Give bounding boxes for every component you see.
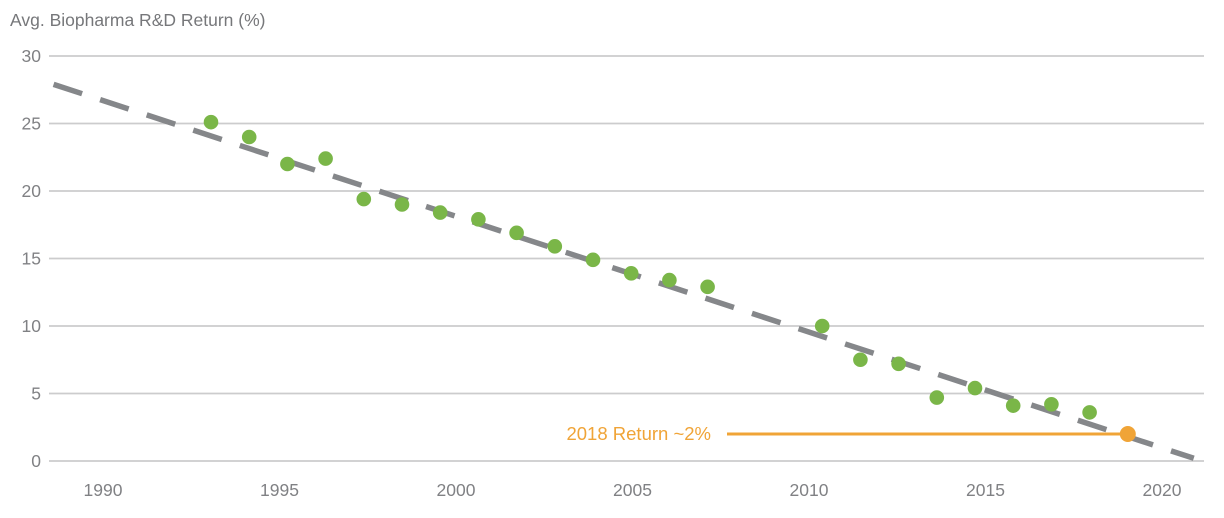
data-point-2012 (891, 356, 906, 372)
data-point-1995 (241, 129, 257, 145)
y-axis-tick-labels: 0 5 10 15 20 25 30 (22, 46, 42, 471)
data-point-1994 (203, 114, 219, 130)
data-point-1999 (394, 197, 410, 212)
data-point-2007 (700, 279, 715, 295)
y-tick-label-10: 10 (22, 316, 42, 336)
data-point-1998 (356, 191, 372, 207)
y-tick-label-5: 5 (31, 384, 41, 404)
trend-dashed-line (52, 81, 1195, 461)
data-point-2001 (471, 212, 486, 227)
x-tick-label-1990: 1990 (84, 480, 123, 500)
chart-title: Avg. Biopharma R&D Return (%) (10, 10, 265, 30)
x-tick-label-1995: 1995 (260, 480, 299, 500)
data-point-2005 (623, 266, 639, 281)
y-tick-label-20: 20 (22, 181, 42, 201)
data-point-1997 (318, 151, 333, 166)
x-tick-label-2000: 2000 (437, 480, 476, 500)
data-point-2003 (547, 239, 563, 254)
data-point-2014 (967, 380, 983, 396)
data-points (203, 114, 1136, 442)
data-point-2017 (1082, 405, 1097, 420)
data-point-2004 (585, 252, 601, 268)
y-tick-label-25: 25 (22, 114, 41, 134)
x-tick-label-2010: 2010 (790, 480, 829, 500)
x-axis-tick-labels: 1990 1995 2000 2005 2010 2015 2020 (84, 480, 1182, 500)
x-tick-label-2020: 2020 (1143, 480, 1182, 500)
data-point-2016 (1044, 397, 1059, 412)
x-tick-label-2015: 2015 (966, 480, 1005, 500)
data-point-2000 (432, 205, 448, 220)
data-point-2011 (853, 352, 868, 368)
x-tick-label-2005: 2005 (613, 480, 652, 500)
y-tick-label-0: 0 (31, 451, 41, 471)
gridlines (49, 55, 1204, 462)
data-point-2015 (1005, 398, 1021, 413)
data-point-2010 (814, 318, 830, 334)
y-tick-label-30: 30 (22, 46, 42, 66)
highlight-point-2018 (1119, 426, 1136, 442)
y-tick-label-15: 15 (22, 249, 41, 269)
data-point-1996 (280, 156, 295, 172)
data-point-2006 (662, 272, 677, 288)
data-point-2013 (929, 390, 945, 405)
data-point-2002 (509, 225, 524, 241)
annotation-label: 2018 Return ~2% (566, 423, 711, 444)
